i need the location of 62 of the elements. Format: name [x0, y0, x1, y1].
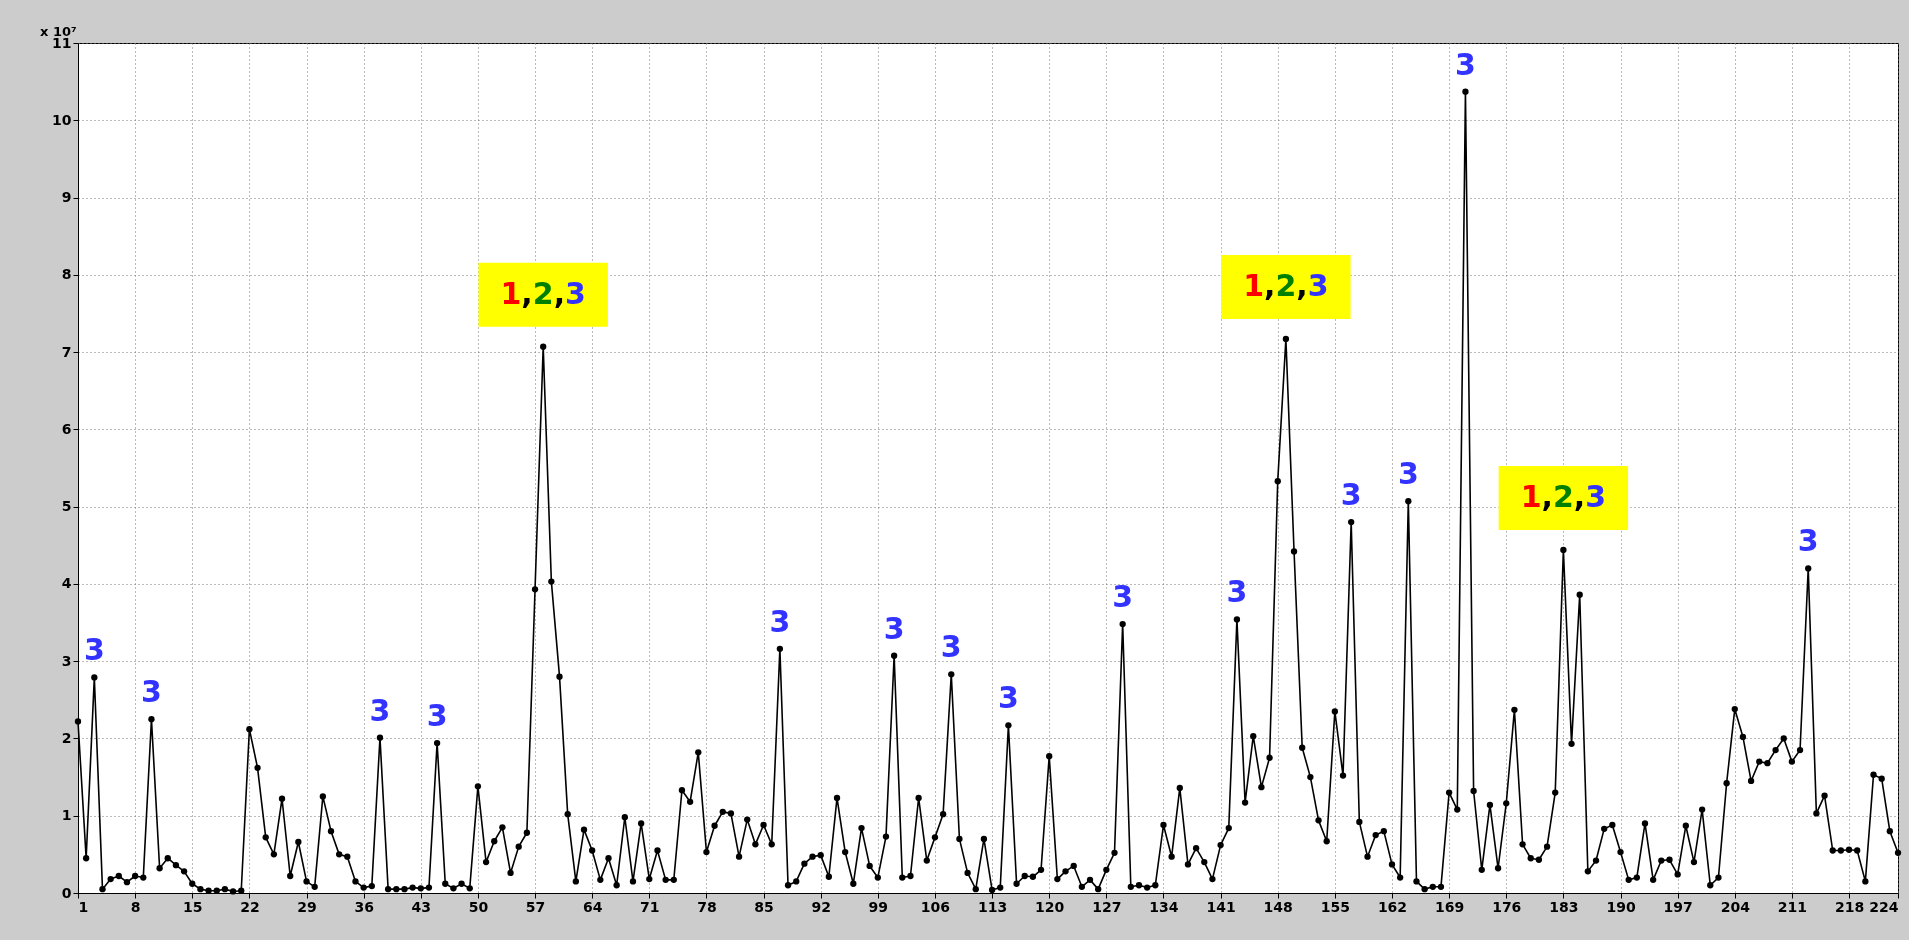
- annotation: 1,2,3: [500, 275, 586, 311]
- y-tick-label: 5: [61, 498, 72, 515]
- y-tick-label: 8: [61, 266, 72, 283]
- x-tick-label: 218: [1834, 898, 1865, 915]
- x-tick-label: 22: [240, 898, 260, 915]
- y-tick-label: 7: [61, 343, 72, 360]
- x-tick-label: 197: [1663, 898, 1693, 915]
- x-tick-label: 57: [525, 898, 546, 915]
- x-tick-label: 169: [1435, 898, 1465, 915]
- x-tick-label: 162: [1377, 898, 1408, 915]
- annotation: 3: [997, 680, 1019, 716]
- annotation: 3: [883, 610, 905, 646]
- x-tick-label: 134: [1149, 898, 1179, 915]
- annotation: 3: [1397, 456, 1419, 492]
- x-tick-label: 190: [1606, 898, 1636, 915]
- annotation: 3: [940, 629, 962, 665]
- x-tick-label: 224: [1869, 898, 1899, 915]
- annotation: 1,2,3: [1243, 267, 1329, 303]
- y-tick-label: 1: [61, 807, 72, 824]
- x-tick-label: 176: [1492, 898, 1522, 915]
- annotation: 3: [1455, 46, 1476, 82]
- x-tick-label: 183: [1549, 898, 1579, 915]
- y-tick-label: 10: [52, 111, 72, 128]
- x-tick-label: 99: [868, 898, 889, 915]
- annotation: 3: [1112, 579, 1134, 615]
- y-tick-label: 0: [61, 884, 72, 901]
- x-tick-label: 204: [1720, 898, 1751, 915]
- x-tick-label: 127: [1092, 898, 1122, 915]
- x-tick-label: 141: [1206, 898, 1236, 915]
- y-tick-label: 2: [61, 729, 72, 746]
- x-tick-label: 92: [811, 898, 831, 915]
- y-tick-label: 6: [61, 420, 72, 437]
- x-tick-label: 71: [640, 898, 660, 915]
- annotation: 3: [369, 692, 391, 728]
- x-tick-label: 43: [411, 898, 432, 915]
- x-tick-label: 50: [468, 898, 489, 915]
- x-tick-label: 120: [1035, 898, 1065, 915]
- annotation: 3: [769, 603, 791, 639]
- text: x 10⁷: [40, 24, 77, 39]
- x-tick-label: 1: [78, 898, 89, 915]
- x-tick-label: 78: [697, 898, 717, 915]
- annotation: 1,2,3: [1520, 478, 1607, 514]
- x-tick-label: 15: [183, 898, 203, 915]
- x-tick-label: 8: [130, 898, 141, 915]
- annotation: 3: [1226, 574, 1248, 610]
- x-tick-label: 148: [1263, 898, 1293, 915]
- y-tick-label: 3: [61, 652, 72, 669]
- annotation: 3: [83, 632, 105, 668]
- annotation: 3: [141, 674, 162, 710]
- y-tick-label: 9: [61, 189, 72, 206]
- annotation: 3: [1340, 477, 1362, 513]
- y-tick-label: 4: [61, 575, 72, 592]
- x-tick-label: 106: [920, 898, 951, 915]
- x-tick-label: 36: [354, 898, 374, 915]
- x-tick-label: 29: [297, 898, 317, 915]
- annotation: 3: [1797, 523, 1819, 559]
- x-tick-label: 155: [1320, 898, 1350, 915]
- x-tick-label: 85: [754, 898, 774, 915]
- x-tick-label: 211: [1777, 898, 1808, 915]
- x-tick-label: 113: [977, 898, 1008, 915]
- annotation: 3: [426, 698, 448, 734]
- x-tick-label: 64: [582, 898, 603, 915]
